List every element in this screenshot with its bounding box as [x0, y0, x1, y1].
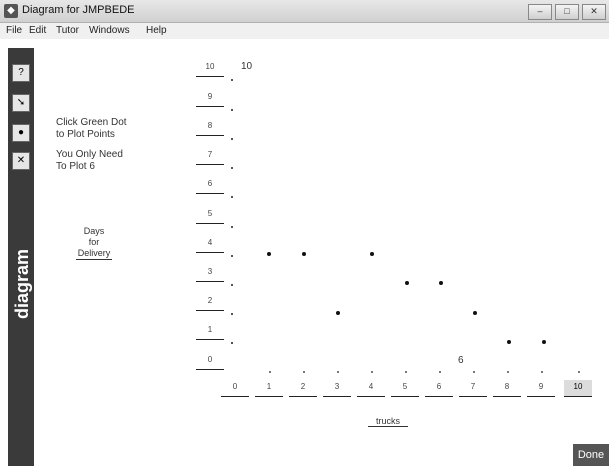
- menu-windows[interactable]: Windows: [89, 25, 130, 36]
- x-tick-label: 5: [391, 380, 419, 397]
- y-tick-label: 6: [196, 177, 224, 194]
- x-tick-dot: [439, 371, 441, 373]
- data-point-8[interactable]: [507, 339, 512, 344]
- x-tick-dot: [507, 371, 509, 373]
- data-point-1[interactable]: [267, 252, 272, 257]
- x-tick-label: 1: [255, 380, 283, 397]
- y-max-label: 10: [241, 61, 253, 72]
- x-tick-dot: [303, 371, 305, 373]
- annotation-label: 6: [458, 355, 464, 366]
- y-tick-dot: [231, 138, 233, 140]
- y-tick-dot: [231, 79, 233, 81]
- x-tick-label-selected[interactable]: 10: [564, 380, 592, 397]
- x-tick-dot: [578, 371, 580, 373]
- x-axis-label[interactable]: trucks: [368, 416, 408, 427]
- y-tick-label: 3: [196, 265, 224, 282]
- y-axis-label[interactable]: Days for Delivery: [75, 226, 113, 260]
- y-tick-label: 8: [196, 119, 224, 136]
- y-tick-dot: [231, 109, 233, 111]
- y-tick-label: 2: [196, 294, 224, 311]
- data-point-2[interactable]: [301, 252, 306, 257]
- y-tick-label: 7: [196, 148, 224, 165]
- y-tick-label: 0: [196, 353, 224, 370]
- menu-bar: File Edit Tutor Windows Help: [0, 23, 609, 39]
- x-tick-label: 8: [493, 380, 521, 397]
- pointer-icon[interactable]: ➘: [12, 94, 30, 112]
- menu-edit[interactable]: Edit: [29, 25, 47, 36]
- sidebar: ? ➘ ● ✕ diagram: [8, 48, 34, 466]
- x-tick-label: 3: [323, 380, 351, 397]
- maximize-button[interactable]: □: [555, 4, 579, 20]
- data-point-6[interactable]: [438, 281, 443, 286]
- data-point-9[interactable]: [541, 339, 546, 344]
- question-icon[interactable]: ?: [12, 64, 30, 82]
- data-point-5[interactable]: [404, 281, 409, 286]
- y-tick-dot: [231, 255, 233, 257]
- x-tick-label: 9: [527, 380, 555, 397]
- x-tick-label: 4: [357, 380, 385, 397]
- done-button[interactable]: Done: [573, 444, 609, 466]
- instruction-click: Click Green Dot to Plot Points: [56, 117, 127, 140]
- data-point-7[interactable]: [473, 310, 478, 315]
- x-tick-label: 0: [221, 380, 249, 397]
- y-tick-label: 9: [196, 90, 224, 107]
- close-button[interactable]: ✕: [582, 4, 606, 20]
- x-tick-dot: [541, 371, 543, 373]
- y-tick-dot: [231, 313, 233, 315]
- delete-icon[interactable]: ✕: [12, 152, 30, 170]
- menu-file[interactable]: File: [6, 25, 23, 36]
- x-tick-dot: [269, 371, 271, 373]
- y-tick-label: 10: [196, 60, 224, 77]
- x-tick-dot: [337, 371, 339, 373]
- x-tick-label: 2: [289, 380, 317, 397]
- y-tick-dot: [231, 342, 233, 344]
- y-tick-label: 1: [196, 323, 224, 340]
- sidebar-title: diagram: [12, 248, 32, 320]
- y-tick-dot: [231, 167, 233, 169]
- data-point-4[interactable]: [370, 252, 375, 257]
- x-tick-dot: [473, 371, 475, 373]
- instruction-plot: You Only Need To Plot 6: [56, 149, 123, 172]
- y-tick-label: 4: [196, 236, 224, 253]
- point-icon[interactable]: ●: [12, 124, 30, 142]
- title-bar: ◆ Diagram for JMPBEDE – □ ✕: [0, 0, 609, 23]
- menu-tutor[interactable]: Tutor: [56, 25, 79, 36]
- window-title: Diagram for JMPBEDE: [22, 4, 135, 16]
- x-tick-dot: [405, 371, 407, 373]
- y-tick-dot: [231, 196, 233, 198]
- data-point-3[interactable]: [335, 310, 340, 315]
- x-tick-label: 6: [425, 380, 453, 397]
- minimize-button[interactable]: –: [528, 4, 552, 20]
- x-tick-dot: [371, 371, 373, 373]
- menu-help[interactable]: Help: [146, 25, 167, 36]
- y-tick-dot: [231, 284, 233, 286]
- y-tick-dot: [231, 226, 233, 228]
- x-tick-label: 7: [459, 380, 487, 397]
- app-icon: ◆: [4, 4, 18, 18]
- y-tick-label: 5: [196, 207, 224, 224]
